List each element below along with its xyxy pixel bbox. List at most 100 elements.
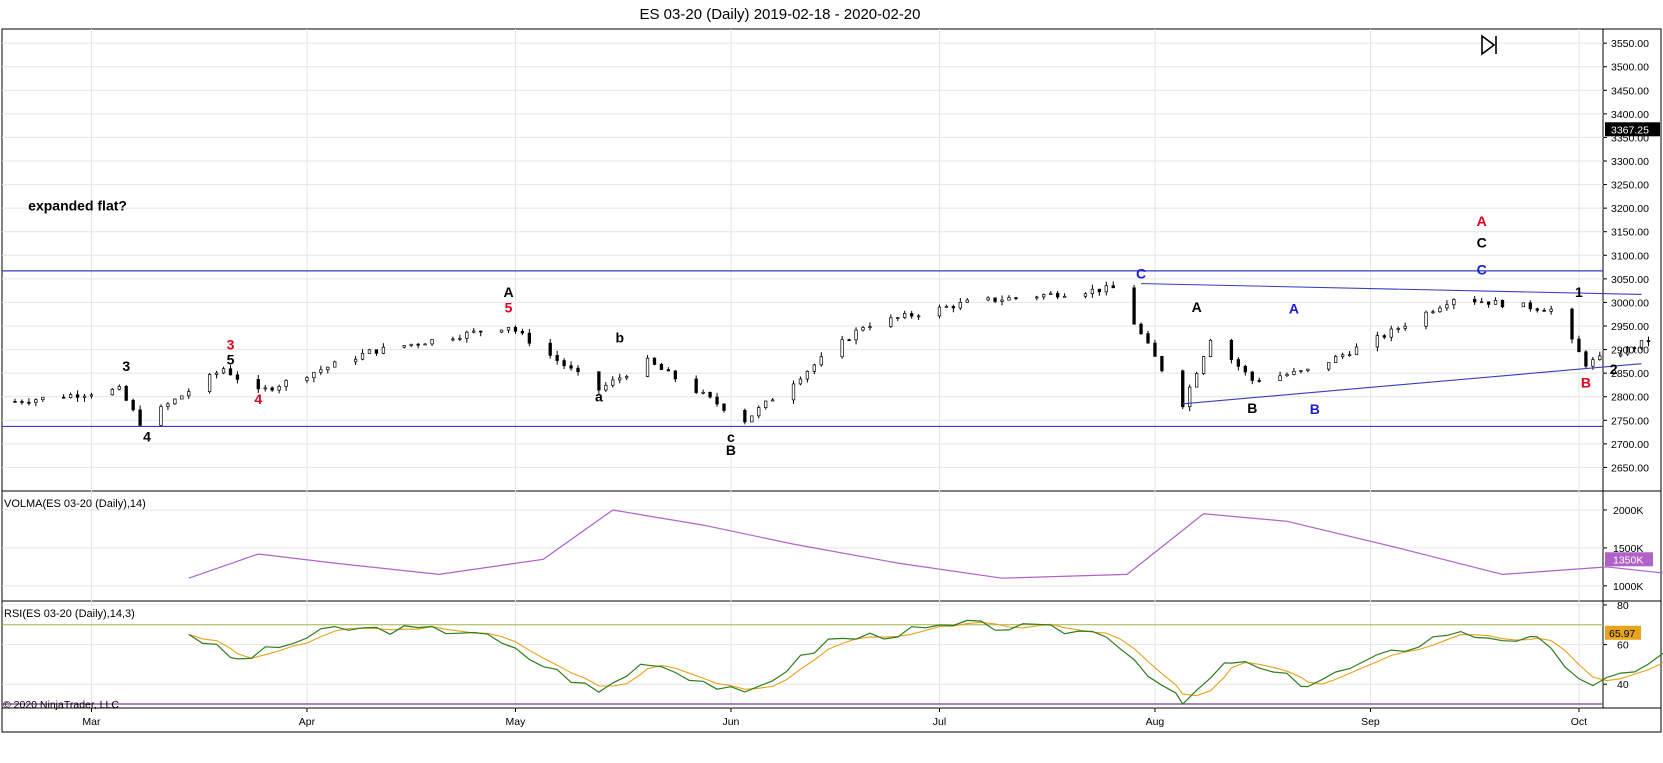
candle-body (1327, 362, 1331, 370)
chart-title: ES 03-20 (Daily) 2019-02-18 - 2020-02-20 (640, 6, 921, 23)
candle-body (910, 313, 914, 317)
x-tick-label: Mar (82, 716, 101, 728)
wave-label: B (1310, 401, 1320, 417)
candle-body (1007, 297, 1011, 301)
candle-body (479, 330, 483, 333)
x-tick-label: Jul (933, 716, 946, 728)
candle-body (1250, 371, 1254, 381)
wave-label: 2 (1610, 361, 1618, 377)
candle-body (465, 331, 469, 339)
price-tick-label: 3500.00 (1611, 62, 1649, 74)
candle-body (1375, 335, 1380, 348)
price-tick-label: 2650.00 (1611, 462, 1649, 474)
candle-body (159, 406, 163, 426)
candle-body (180, 395, 184, 400)
candle-body (854, 329, 858, 341)
candle-body (1445, 304, 1449, 309)
wave-label: A (503, 284, 513, 300)
wave-label: b (615, 330, 624, 346)
wave-label: A (1192, 299, 1202, 315)
candle-body (951, 306, 956, 309)
candle-body (1104, 285, 1108, 293)
candle-body (1382, 335, 1386, 338)
candle-body (1049, 292, 1053, 295)
wave-label: 5 (505, 299, 513, 315)
candle-body (430, 339, 434, 345)
wave-label: expanded flat? (28, 198, 127, 214)
price-tick-label: 3300.00 (1611, 156, 1649, 168)
rsi-tick-label: 40 (1617, 679, 1629, 691)
candle-body (374, 349, 379, 354)
last-price-box (1605, 122, 1660, 137)
candle-body (1431, 311, 1435, 314)
candle-body (312, 372, 316, 379)
candle-body (1591, 359, 1595, 367)
candle-body (360, 353, 365, 360)
volma-series-line (188, 509, 1663, 579)
candle-body (451, 338, 455, 341)
candle-body (555, 355, 559, 361)
price-tick-label: 2850.00 (1611, 368, 1649, 380)
volma-last-box (1605, 552, 1653, 567)
price-tick-label: 2800.00 (1611, 392, 1649, 404)
candle-body (652, 357, 657, 365)
candle-body (625, 376, 629, 379)
wave-label: C (1477, 262, 1487, 278)
candle-body (1229, 339, 1234, 360)
price-tick-label: 3000.00 (1611, 297, 1649, 309)
volma-pane: VOLMA(ES 03-20 (Daily),14)volume (4, 498, 1663, 579)
x-tick-label: Apr (299, 716, 316, 728)
chart-background (1, 28, 1662, 733)
candle-body (798, 378, 803, 385)
candle-body (743, 410, 747, 423)
candle-body (916, 315, 921, 318)
candle-body (1243, 365, 1247, 373)
price-tick-label: 3100.00 (1611, 250, 1649, 262)
candle-body (1486, 301, 1491, 305)
wave-label: a (595, 388, 603, 404)
rsi-series-line (188, 619, 1663, 706)
candle-body (937, 306, 942, 317)
candle-body (1014, 297, 1018, 299)
candle-body (701, 391, 705, 394)
candle-body (708, 391, 712, 398)
candle-body (562, 360, 566, 367)
candle-body (187, 391, 191, 397)
candle-body (791, 383, 796, 401)
candle-body (673, 370, 677, 380)
candle-body (1584, 351, 1588, 367)
candle-body (353, 358, 358, 363)
candle-body (1424, 311, 1428, 327)
candle-body (214, 372, 219, 375)
candle-body (666, 369, 671, 372)
wave-label: 3 (122, 358, 130, 374)
wave-label: 4 (143, 429, 151, 445)
candle-body (805, 371, 810, 380)
candle-body (757, 407, 761, 417)
candle-body (1306, 368, 1310, 371)
candle-body (68, 394, 73, 399)
candle-body (228, 368, 233, 376)
candle-body (958, 301, 962, 309)
gridlines (2, 29, 1603, 708)
candle-body (1535, 308, 1539, 311)
candle-body (1195, 373, 1199, 388)
candle-body (1278, 375, 1282, 381)
volma-tick-label: 2000K (1613, 505, 1643, 517)
candle-body (1292, 370, 1296, 375)
candle-body (1236, 359, 1241, 367)
x-tick-label: May (506, 716, 527, 728)
candle-body (1598, 355, 1602, 361)
candle-body (1062, 295, 1067, 298)
wave-label: A (1289, 300, 1299, 316)
candle-body (499, 329, 504, 333)
candle-body (819, 356, 823, 366)
candle-body (764, 400, 768, 408)
candle-body (326, 366, 330, 371)
candle-body (1521, 302, 1525, 308)
rsi-tick-label: 60 (1617, 640, 1629, 652)
candle-body (75, 394, 80, 398)
candle-body (305, 377, 309, 381)
candle-body (1000, 299, 1004, 302)
